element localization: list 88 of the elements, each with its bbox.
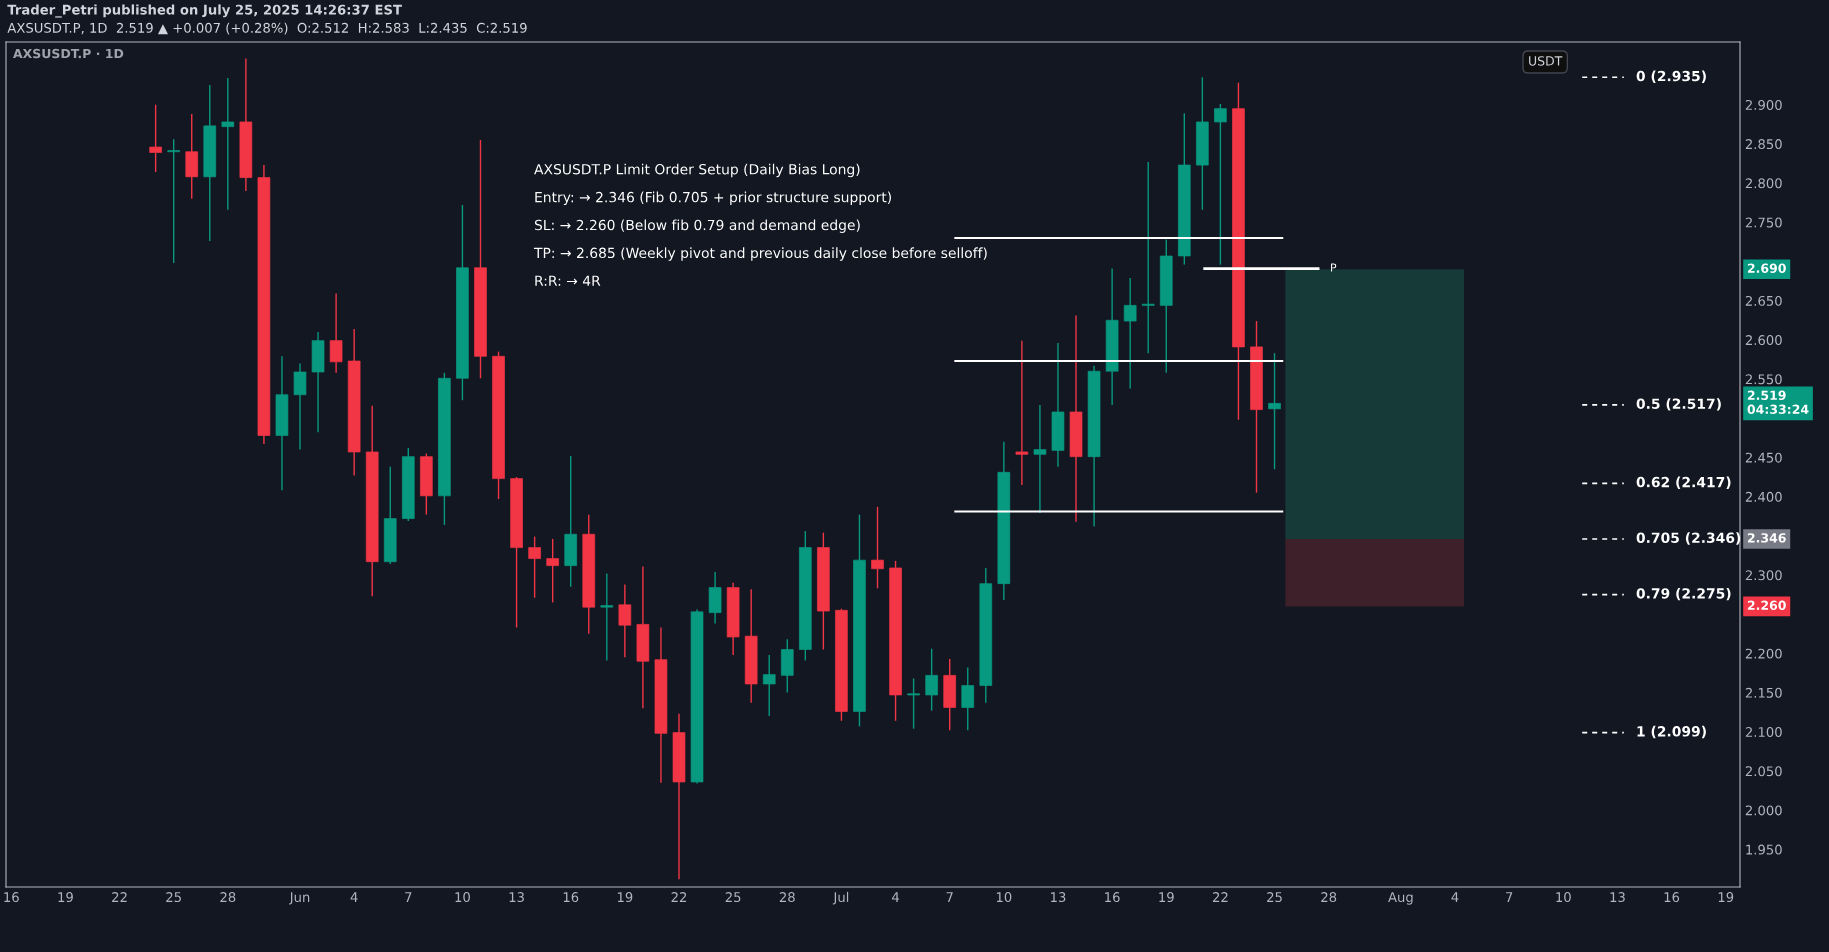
x-tick-label: 22 <box>112 892 127 902</box>
x-tick-label: 7 <box>946 892 953 902</box>
candlestick <box>1123 277 1137 390</box>
annotation: R:R: → 4R <box>535 275 601 286</box>
x-tick-label: 28 <box>779 892 795 903</box>
candlestick <box>221 77 235 211</box>
x-tick-label: 28 <box>1321 892 1337 903</box>
x-tick-label: 13 <box>509 892 524 903</box>
text: 2.260 <box>1747 600 1786 611</box>
x-tick-label: 25 <box>166 892 181 903</box>
y-tick-label: 2.150 <box>1745 687 1782 698</box>
y-tick-label: 2.400 <box>1745 491 1782 502</box>
x-tick-label: 13 <box>1610 892 1625 903</box>
x-tick-label: 4 <box>350 892 358 902</box>
candlestick <box>961 666 975 731</box>
y-tick-label: 2.450 <box>1745 452 1782 463</box>
candlestick <box>1214 103 1227 266</box>
candlestick <box>546 538 559 604</box>
candlestick <box>925 648 938 712</box>
x-tick-label: 19 <box>1159 892 1174 903</box>
annotation: SL: → 2.260 (Below fib 0.79 and demand edge) <box>534 219 860 233</box>
x-tick-label: Aug <box>1388 892 1413 905</box>
candlestick <box>871 506 884 590</box>
y-tick-label: 2.550 <box>1745 374 1782 385</box>
x-tick-label: 13 <box>1051 892 1066 903</box>
candlestick <box>907 677 920 730</box>
y-tick-label: 2.000 <box>1745 805 1782 816</box>
x-tick-label: 16 <box>563 892 579 903</box>
x-tick-label: 25 <box>725 892 741 903</box>
x-tick-label: 4 <box>1451 892 1459 902</box>
y-tick-label: 2.800 <box>1745 178 1782 189</box>
x-tick-label: 7 <box>405 892 412 902</box>
x-tick-label: 22 <box>1212 892 1228 902</box>
x-tick-label: 25 <box>1267 892 1282 903</box>
candlestick <box>1015 339 1029 486</box>
annotation: Entry: → 2.346 (Fib 0.705 + prior structure support) <box>535 191 891 206</box>
ref-line-label: 0.62 (2.417) <box>1636 476 1731 489</box>
text: 2.690 <box>1747 263 1786 273</box>
candlestick <box>167 138 180 264</box>
text: 2.346 <box>1747 533 1786 543</box>
x-tick-label: 19 <box>617 892 633 903</box>
y-tick-label: 2.100 <box>1745 727 1782 737</box>
x-tick-label: 16 <box>4 892 19 903</box>
text: Trader_Petri published on July 25, 2025 14:26:37 EST <box>7 4 402 18</box>
x-tick-label: 4 <box>892 892 900 902</box>
y-tick-label: 2.300 <box>1745 570 1782 581</box>
x-tick-label: 10 <box>455 892 470 903</box>
x-tick-label: 7 <box>1506 892 1513 902</box>
y-tick-label: 2.750 <box>1745 217 1782 228</box>
candlestick <box>762 654 776 717</box>
annotation: AXSUSDT.P · 1D <box>13 48 124 59</box>
ref-line-label: 0.79 (2.275) <box>1636 587 1731 601</box>
y-tick-label: 2.200 <box>1745 648 1782 659</box>
y-tick-label: 2.650 <box>1745 295 1782 306</box>
y-tick-label: 2.050 <box>1745 766 1782 777</box>
x-tick-label: Jul <box>832 891 849 905</box>
annotation: AXSUSDT.P Limit Order Setup (Daily Bias Long) <box>534 163 860 178</box>
x-tick-label: 16 <box>1664 892 1680 903</box>
candlestick <box>293 362 307 451</box>
text: 04:33:24 <box>1747 404 1809 414</box>
ref-line-label: 0.705 (2.346) <box>1636 532 1741 545</box>
x-tick-label: Jun <box>289 892 310 905</box>
y-tick-label: 2.900 <box>1745 99 1782 110</box>
candlestick <box>1141 161 1155 354</box>
text: AXSUSDT.P, 1D 2.519 ▲ +0.007 (+0.28%) O:2.512 H:2.583 L:2.435 C:2.519 <box>7 22 527 35</box>
x-tick-label: 19 <box>1718 892 1734 903</box>
x-tick-label: 28 <box>220 892 236 903</box>
ref-line-label: 0 (2.935) <box>1636 70 1706 83</box>
candlestick <box>600 572 614 662</box>
x-tick-label: 22 <box>671 892 687 902</box>
candlestick <box>149 104 162 173</box>
y-tick-label: 2.600 <box>1745 335 1782 346</box>
candlestick <box>329 292 343 374</box>
x-tick-label: 10 <box>1556 892 1571 903</box>
x-tick-label: 16 <box>1105 892 1120 903</box>
y-tick-label: 2.850 <box>1745 139 1782 150</box>
annotation: TP: → 2.685 (Weekly pivot and previous daily close before selloff) <box>533 247 987 261</box>
candlestick <box>528 535 541 599</box>
candlestick <box>1268 352 1281 470</box>
candlestick <box>618 583 632 659</box>
ref-line-label: 0.5 (2.517) <box>1636 398 1721 411</box>
ref-line-label: P <box>1331 263 1337 272</box>
text: 2.519 <box>1747 390 1786 400</box>
y-tick-label: 1.950 <box>1746 844 1782 855</box>
x-tick-label: 19 <box>58 892 73 903</box>
y-axis-title: USDT <box>1529 56 1563 66</box>
x-tick-label: 10 <box>996 892 1012 903</box>
ref-line-label: 1 (2.099) <box>1637 725 1706 739</box>
